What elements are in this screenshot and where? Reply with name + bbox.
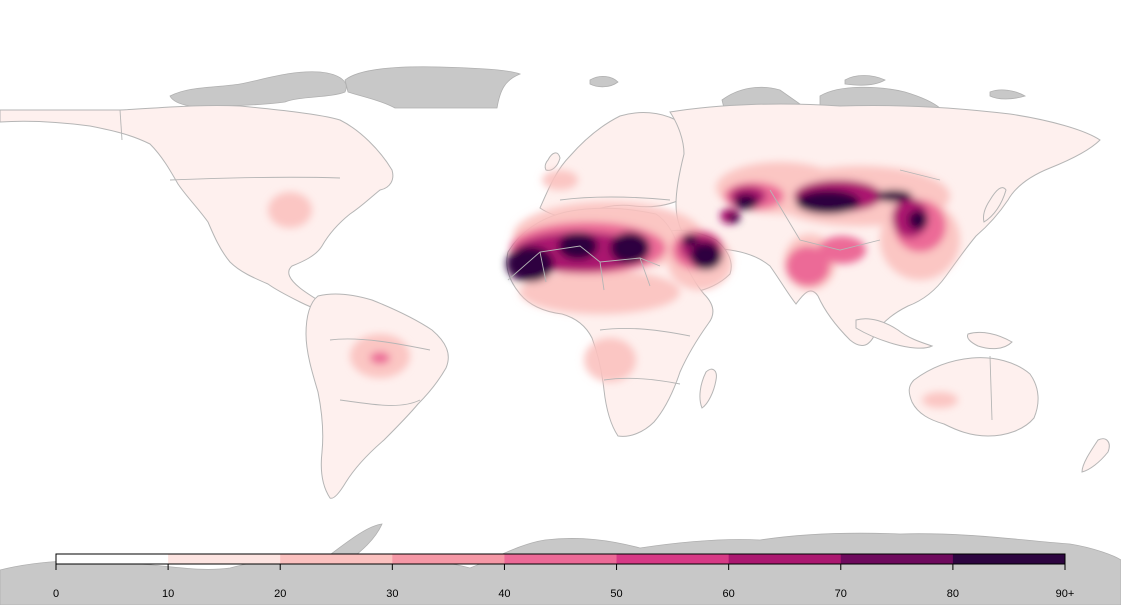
legend-bin-3	[392, 554, 505, 564]
new-guinea	[967, 331, 1013, 350]
legend-bin-6	[728, 554, 842, 564]
south-america	[305, 293, 449, 499]
chukotka-ice	[844, 75, 886, 86]
arctic-islands	[169, 71, 347, 107]
legend-tick-label: 90+	[1056, 588, 1075, 600]
indonesia	[855, 318, 934, 349]
siberian-islands	[721, 86, 802, 109]
greenland	[344, 66, 522, 109]
legend-tick-label: 50	[610, 588, 622, 600]
legend-tick-label: 10	[162, 588, 174, 600]
color-legend: 0 10 20 30 40 50 60 70 80 90+	[53, 553, 1074, 600]
madagascar	[699, 368, 717, 409]
ellesmere	[989, 89, 1026, 100]
country-borders	[119, 109, 993, 421]
legend-frame	[55, 553, 1066, 565]
north-america	[0, 104, 394, 311]
legend-bin-2	[280, 554, 393, 564]
legend-bin-7	[840, 554, 954, 564]
legend-tick-label: 80	[947, 588, 959, 600]
legend-bin-8	[952, 554, 1066, 564]
new-zealand	[1081, 438, 1110, 473]
siberia-north	[819, 86, 942, 109]
australia	[908, 357, 1039, 437]
legend-tick-label: 60	[723, 588, 735, 600]
legend-bin-4	[504, 554, 618, 564]
legend-tick-label: 0	[53, 588, 59, 600]
legend-labels: 0 10 20 30 40 50 60 70 80 90+	[53, 588, 1074, 600]
svalbard	[589, 76, 619, 88]
legend-ticks	[55, 564, 1066, 570]
legend-tick-label: 70	[835, 588, 847, 600]
japan	[983, 187, 1007, 223]
legend-tick-label: 40	[498, 588, 510, 600]
legend-tick-label: 20	[274, 588, 286, 600]
legend-tick-label: 30	[386, 588, 398, 600]
legend-bins	[56, 554, 1066, 564]
intensity-field	[268, 162, 960, 408]
legend-bin-5	[616, 554, 730, 564]
legend-bin-0	[56, 554, 169, 564]
legend-bin-1	[168, 554, 281, 564]
british-isles	[544, 152, 561, 171]
